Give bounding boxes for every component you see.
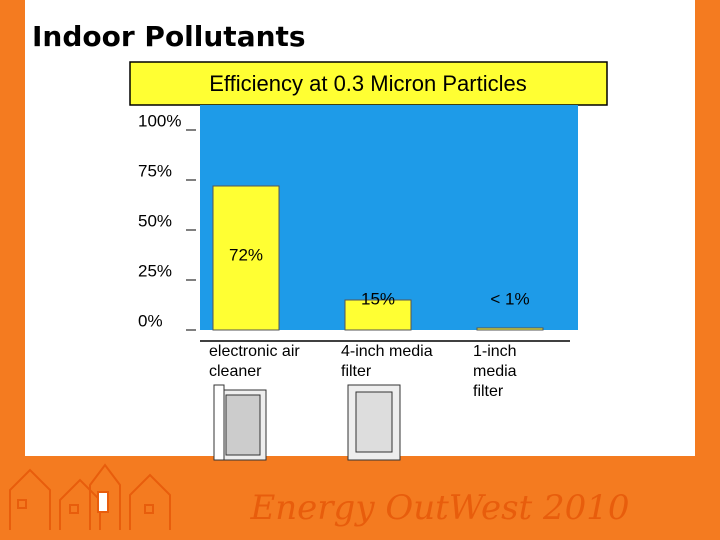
bar: [212, 185, 280, 331]
electronic-air-cleaner-image: [213, 384, 267, 461]
x-tick-label: electronic air cleaner: [209, 343, 300, 380]
footer-brand: Energy OutWest 2010: [249, 488, 629, 528]
bar: [344, 299, 412, 331]
y-tick-label: 75%: [138, 161, 172, 180]
x-tick-label: 1-inch media filter: [473, 343, 517, 400]
media-filter-image: [347, 384, 401, 461]
value-label: < 1%: [490, 289, 529, 308]
houses-illustration: [9, 463, 171, 530]
value-label: 15%: [361, 289, 395, 308]
y-tick-label: 0%: [138, 311, 163, 330]
bar: [476, 327, 544, 331]
value-label: 72%: [229, 245, 263, 264]
chart-title: Efficiency at 0.3 Micron Particles: [209, 71, 527, 96]
y-tick-label: 25%: [138, 261, 172, 280]
x-tick-label: 4-inch media filter: [341, 343, 433, 380]
y-tick-label: 100%: [138, 111, 181, 130]
slide-title: Indoor Pollutants: [32, 20, 306, 53]
y-tick-label: 50%: [138, 211, 172, 230]
